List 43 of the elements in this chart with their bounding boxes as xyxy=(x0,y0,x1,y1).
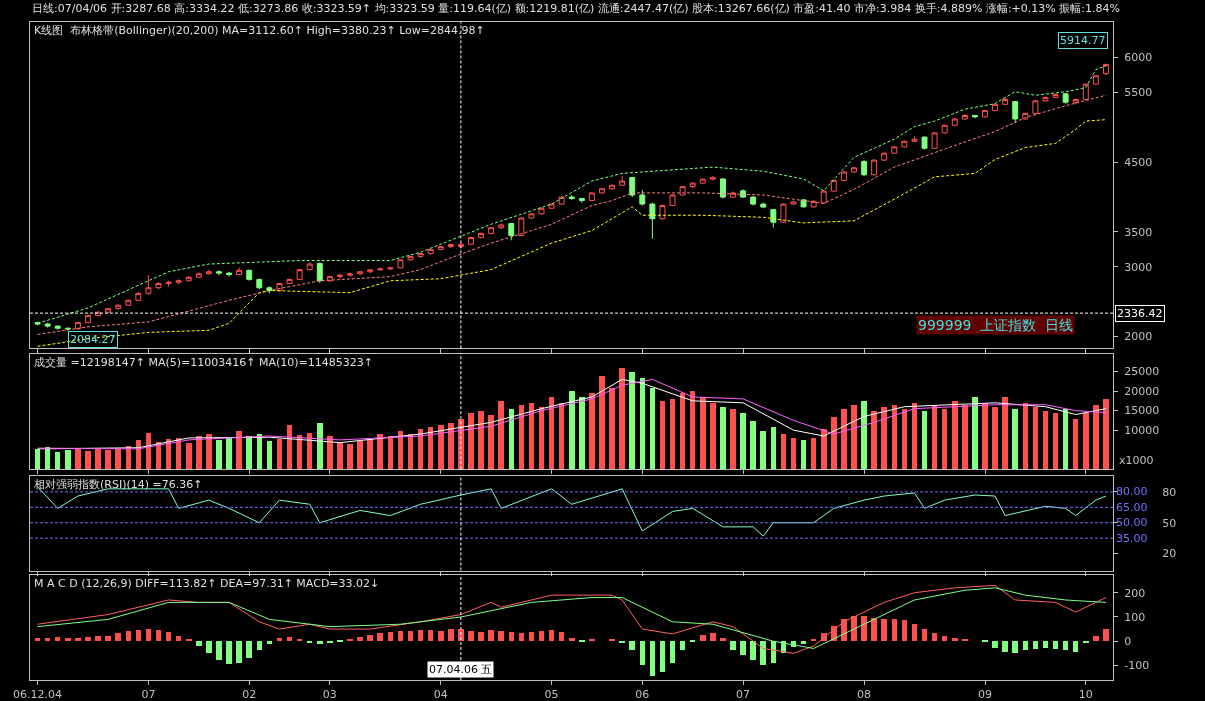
x-tick-label: 03 xyxy=(322,688,337,701)
y-tick-label: 0 xyxy=(1124,635,1132,649)
y-tick-label: 50 xyxy=(1162,516,1177,530)
ref-line-label: 80.00 xyxy=(1116,485,1148,498)
y-tick-label: 100 xyxy=(1124,610,1146,624)
y-tick-label: 15000 xyxy=(1124,404,1160,418)
x-tick-label: 06 xyxy=(635,688,650,701)
y-tick-label: 25000 xyxy=(1124,365,1160,379)
x-tick-label: 04 xyxy=(433,688,448,701)
y-tick-label: 2000 xyxy=(1124,330,1153,344)
ref-line-label: 50.00 xyxy=(1116,516,1148,529)
annotation: 2084.27 xyxy=(70,333,116,346)
x-tick-label: 06.12.04 xyxy=(13,688,63,701)
chart-title: 相对强弱指数(RSI)(14) =76.36↑ xyxy=(34,478,203,491)
ref-line-label: 35.00 xyxy=(1116,532,1148,545)
y-tick-label: 200 xyxy=(1124,586,1146,600)
ref-line-label: 2336.42 xyxy=(1117,307,1163,320)
x-tick-label: 07 xyxy=(141,688,156,701)
y-axis-title: x1000 xyxy=(1119,454,1154,467)
y-tick-label: 10000 xyxy=(1124,424,1160,437)
annotation: 5914.77 xyxy=(1060,34,1106,47)
y-tick-label: -100 xyxy=(1124,659,1150,673)
x-tick-label: 07 xyxy=(736,688,751,701)
chart-title: 日线:07/04/06 开:3287.68 高:3334.22 低:3273.86 收:3323.59↑ 均:3323.59 量:119.64(亿) 额:1219.81(亿) 流通:2447.47(亿) 股本:13267.66(亿) 市盈:41.40 市净:3.984 换手:4.889% 涨幅:+0.13% 振幅:1.84% xyxy=(32,2,1120,15)
y-tick-label: 20000 xyxy=(1124,384,1160,398)
y-tick-label: 5500 xyxy=(1124,86,1153,100)
x-tick-label: 05 xyxy=(544,688,559,701)
x-tick-label: 07.04.06 五 xyxy=(429,663,493,676)
y-tick-label: 4500 xyxy=(1124,156,1153,170)
y-tick-label: 6000 xyxy=(1124,51,1153,65)
x-tick-label: 09 xyxy=(978,688,992,701)
chart-title: M A C D (12,26,9) DIFF=113.82↑ DEA=97.31↑ MACD=33.02↓ xyxy=(34,577,380,590)
chart-subtitle: K线图 布林格带(Bollinger)(20,200) MA=3112.60↑ High=3380.23↑ Low=2844.98↑ xyxy=(34,24,485,37)
y-tick-label: 3500 xyxy=(1124,225,1153,239)
x-tick-label: 02 xyxy=(242,688,257,701)
x-tick-label: 10 xyxy=(1078,688,1093,701)
y-tick-label: 3000 xyxy=(1124,260,1153,274)
annotation: 999999 上证指数 日线 xyxy=(918,317,1074,333)
chart-title: 成交量 =12198147↑ MA(5)=11003416↑ MA(10)=11485323↑ xyxy=(34,356,373,369)
ref-line-label: 65.00 xyxy=(1116,501,1148,514)
y-tick-label: 20 xyxy=(1162,547,1177,561)
x-tick-label: 08 xyxy=(857,688,872,701)
y-tick-label: 80 xyxy=(1162,485,1177,499)
